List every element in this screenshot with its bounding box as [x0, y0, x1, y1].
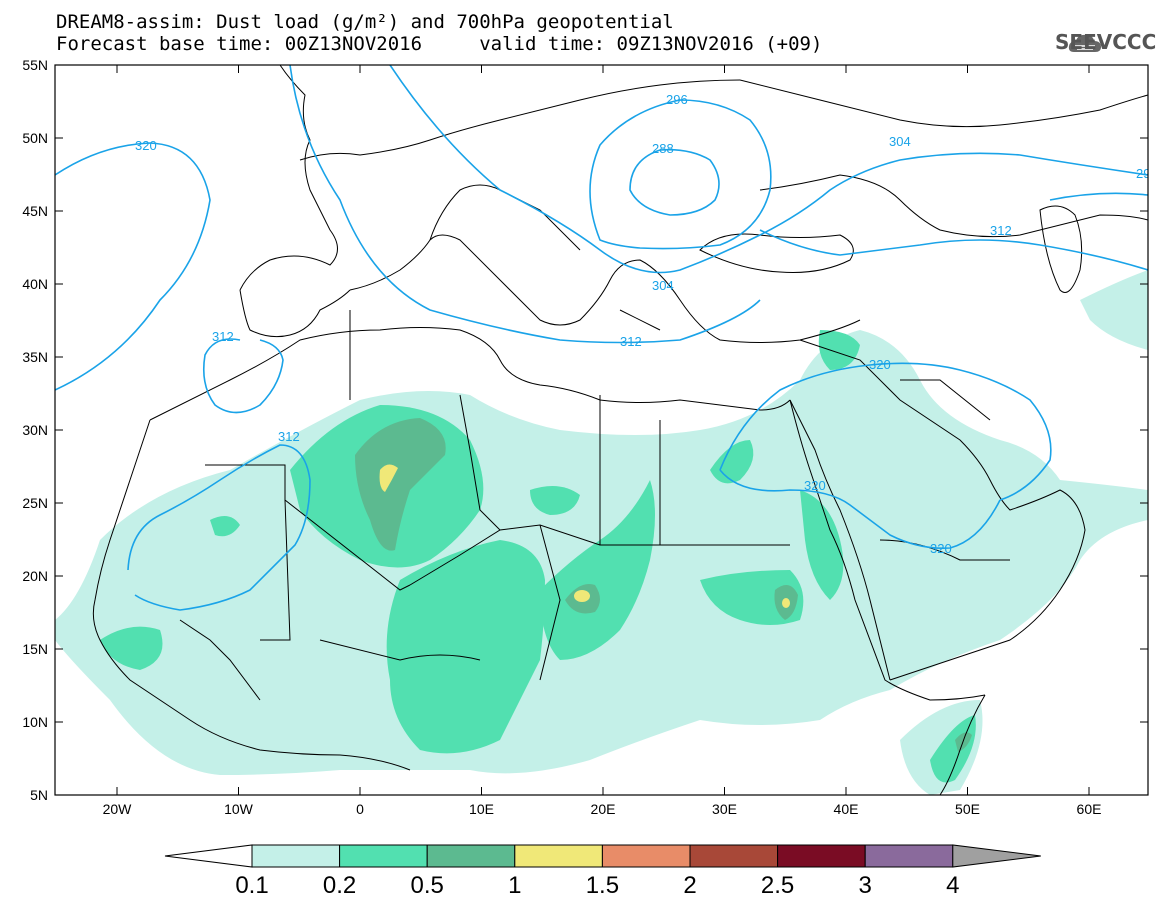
contour-label: 320: [869, 357, 891, 372]
lon-label: 0: [356, 801, 364, 817]
contour-labels: 320 312 312 296 288 304 304 312 312 320 …: [135, 92, 1150, 556]
lon-label: 20W: [103, 801, 133, 817]
colorbar-swatch: [514, 844, 603, 868]
colorbar-swatch: [426, 844, 516, 868]
lat-label: 55N: [22, 57, 48, 73]
contour-label: 312: [212, 329, 234, 344]
longitude-axis: 20W 10W 0 10E 20E 30E 40E 50E 60E: [103, 65, 1102, 817]
contour-label: 312: [278, 429, 300, 444]
colorbar: 0.1 0.2 0.5 1 1.5 2 2.5 3 4: [164, 844, 1041, 899]
lon-label: 50E: [955, 801, 980, 817]
contour-label: 312: [990, 223, 1012, 238]
colorbar-swatch: [864, 844, 954, 868]
contour-label: 288: [652, 141, 674, 156]
colorbar-tick-label: 1: [508, 872, 521, 899]
colorbar-swatch: [777, 844, 866, 868]
coastlines: [92, 65, 1148, 795]
lat-label: 45N: [22, 203, 48, 219]
lat-label: 30N: [22, 422, 48, 438]
colorbar-swatch: [251, 844, 341, 868]
latitude-axis: 55N 50N 45N 40N 35N 30N 25N 20N 15N 10N 5N: [22, 57, 1148, 803]
colorbar-swatch: [601, 844, 691, 868]
lat-label: 5N: [30, 787, 48, 803]
lat-label: 15N: [22, 641, 48, 657]
colorbar-tick-label: 0.1: [235, 872, 268, 899]
colorbar-under-triangle: [164, 844, 253, 868]
contour-label: 320: [930, 541, 952, 556]
contour-label: 304: [652, 278, 674, 293]
colorbar-tick-label: 1.5: [586, 872, 619, 899]
dust-level-1: [379, 464, 790, 608]
lat-label: 25N: [22, 495, 48, 511]
colorbar-swatch: [339, 844, 428, 868]
contour-label: 320: [135, 138, 157, 153]
dust-level-0.5: [355, 418, 972, 752]
geopotential-contours: [55, 65, 1148, 611]
lon-label: 40E: [834, 801, 859, 817]
contour-label: 312: [620, 334, 642, 349]
forecast-time-line: Forecast base time: 00Z13NOV2016 valid t…: [56, 33, 823, 55]
contour-label: 29: [1136, 166, 1150, 181]
lat-label: 50N: [22, 130, 48, 146]
colorbar-over-triangle: [952, 844, 1041, 868]
lon-label: 20E: [591, 801, 616, 817]
colorbar-tick-label: 0.2: [323, 872, 356, 899]
map-area: 320 312 312 296 288 304 304 312 312 320 …: [55, 65, 1150, 795]
lat-label: 40N: [22, 276, 48, 292]
seevccc-logo: SEEVCCC: [1055, 30, 1157, 54]
colorbar-tick-label: 2: [683, 872, 696, 899]
colorbar-swatch: [689, 844, 779, 868]
lat-label: 35N: [22, 349, 48, 365]
colorbar-tick-label: 0.5: [411, 872, 444, 899]
lat-label: 20N: [22, 568, 48, 584]
colorbar-tick-label: 2.5: [761, 872, 794, 899]
lon-label: 30E: [712, 801, 737, 817]
contour-label: 296: [666, 92, 688, 107]
map-title: DREAM8-assim: Dust load (g/m²) and 700hP…: [56, 11, 674, 33]
lon-label: 10E: [469, 801, 494, 817]
seevccc-cloud-icon: [1068, 34, 1101, 52]
contour-label: 304: [889, 134, 911, 149]
lon-label: 10W: [224, 801, 254, 817]
lon-label: 60E: [1077, 801, 1102, 817]
contour-label: 320: [804, 478, 826, 493]
colorbar-tick-label: 3: [859, 872, 872, 899]
colorbar-tick-label: 4: [946, 872, 959, 899]
lat-label: 10N: [22, 714, 48, 730]
